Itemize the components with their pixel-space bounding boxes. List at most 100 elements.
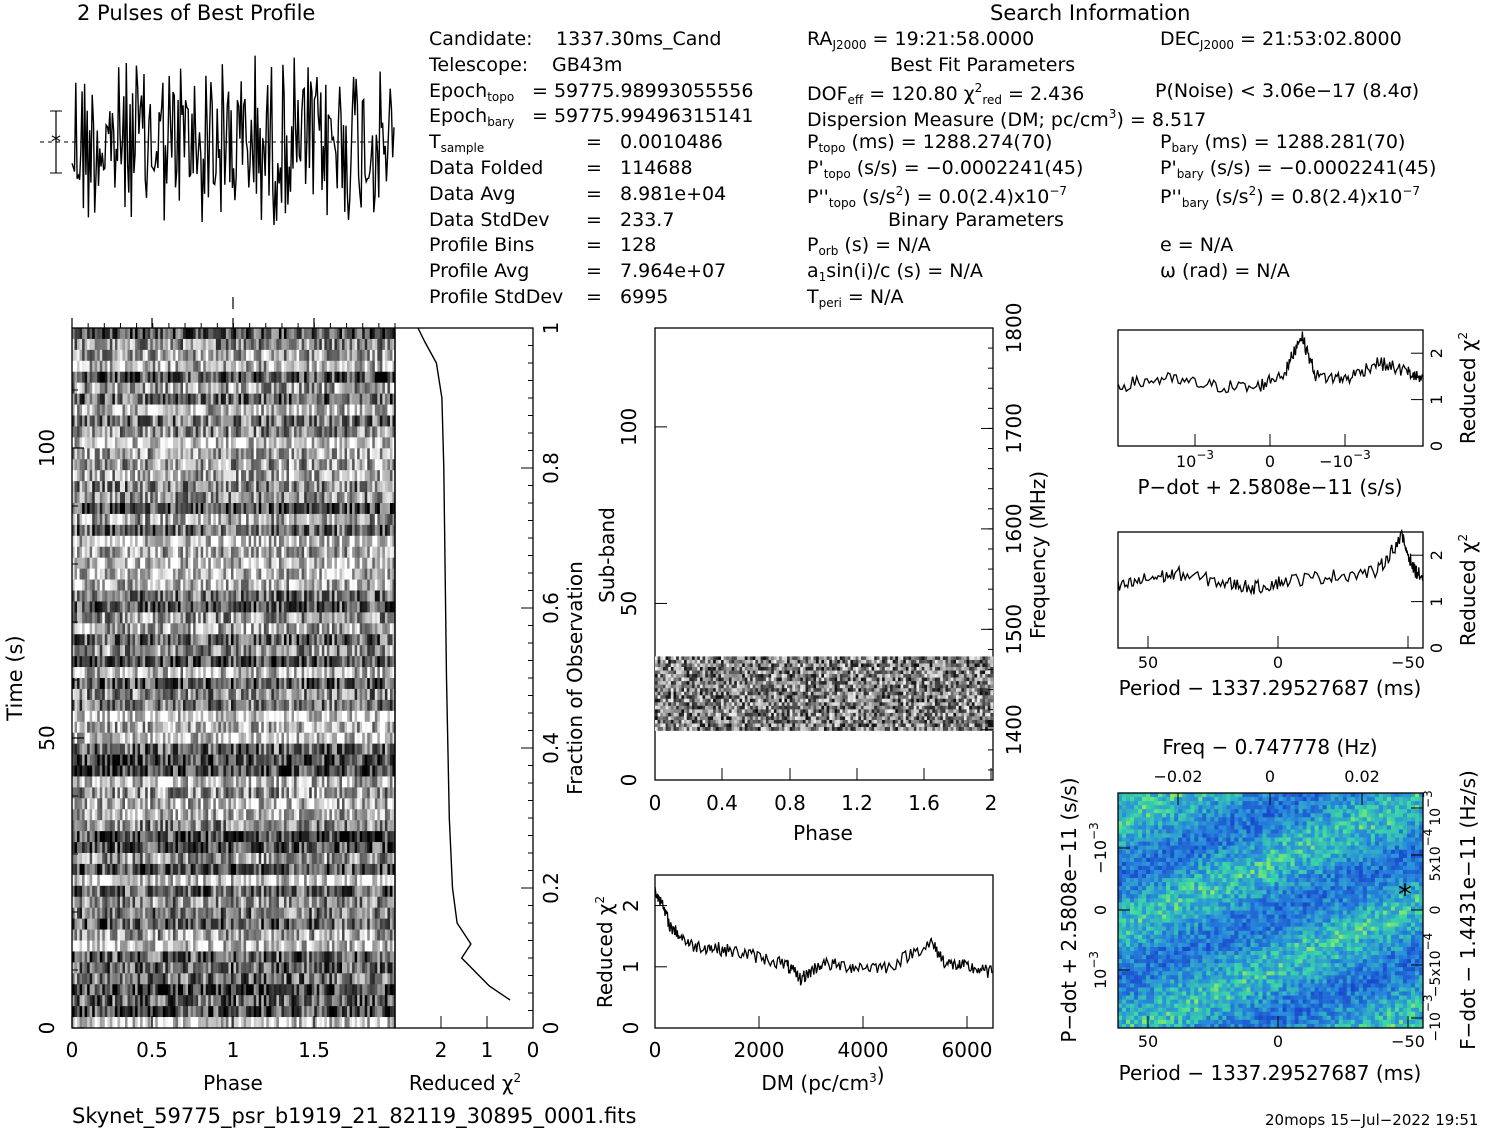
time-phase-cell xyxy=(392,667,396,679)
time-phase-cell xyxy=(389,721,393,733)
time-phase-cell xyxy=(200,656,204,668)
time-phase-cell xyxy=(289,612,292,624)
time-phase-cell xyxy=(142,612,146,624)
time-phase-cell xyxy=(177,710,181,723)
time-phase-cell xyxy=(236,732,239,744)
time-phase-cell xyxy=(357,481,360,493)
time-phase-cell xyxy=(147,503,151,515)
time-phase-cell xyxy=(289,470,292,482)
time-phase-cell xyxy=(309,743,313,755)
time-phase-cell xyxy=(379,524,383,537)
time-phase-cell xyxy=(304,503,307,515)
time-phase-cell xyxy=(150,721,154,733)
time-phase-cell xyxy=(165,623,169,635)
time-phase-cell xyxy=(256,623,260,635)
time-phase-cell xyxy=(104,437,108,449)
time-phase-cell xyxy=(263,481,267,493)
time-phase-cell xyxy=(304,328,307,340)
time-phase-cell xyxy=(273,699,277,712)
time-phase-cell xyxy=(213,492,217,504)
time-phase-cell xyxy=(165,612,169,624)
time-phase-cell xyxy=(319,743,323,755)
time-phase-cell xyxy=(140,470,143,482)
time-phase-cell xyxy=(87,743,90,755)
time-phase-cell xyxy=(384,393,388,405)
time-phase-cell xyxy=(213,371,217,383)
time-phase-cell xyxy=(112,557,116,569)
time-phase-cell xyxy=(319,535,323,548)
time-phase-cell xyxy=(84,612,88,624)
time-phase-cell xyxy=(271,601,275,613)
time-phase-cell xyxy=(198,503,201,515)
time-phase-cell xyxy=(377,678,381,690)
time-phase-cell xyxy=(183,513,186,526)
time-phase-cell xyxy=(248,710,252,723)
time-phase-cell xyxy=(228,721,232,733)
time-phase-cell xyxy=(152,349,156,362)
time-phase-cell xyxy=(314,645,318,657)
time-phase-cell xyxy=(236,710,239,723)
time-phase-cell xyxy=(119,459,123,471)
time-phase-cell xyxy=(130,492,133,504)
time-phase-cell xyxy=(170,743,174,755)
time-phase-cell xyxy=(170,360,174,373)
time-phase-cell xyxy=(389,568,393,580)
time-phase-cell xyxy=(241,678,244,690)
time-phase-cell xyxy=(124,426,128,438)
time-phase-cell xyxy=(389,492,393,504)
time-phase-cell xyxy=(296,732,300,744)
time-phase-cell xyxy=(172,590,176,602)
time-phase-cell xyxy=(238,688,242,701)
time-phase-cell xyxy=(152,481,156,493)
time-phase-cell xyxy=(256,535,260,548)
time-phase-cell xyxy=(374,710,378,723)
time-phase-cell xyxy=(172,524,176,537)
time-phase-cell xyxy=(114,481,118,493)
time-phase-cell xyxy=(180,513,184,526)
time-phase-cell xyxy=(79,656,83,668)
time-phase-cell xyxy=(167,404,171,416)
time-phase-cell xyxy=(369,546,373,558)
time-phase-cell xyxy=(382,349,386,362)
time-phase-cell xyxy=(336,612,340,624)
time-phase-cell xyxy=(389,535,393,548)
time-phase-cell xyxy=(72,371,75,383)
time-phase-cell xyxy=(193,732,196,744)
time-phase-cell xyxy=(392,546,396,558)
time-phase-cell xyxy=(225,656,229,668)
time-phase-cell xyxy=(258,393,262,405)
time-phase-cell xyxy=(233,557,237,569)
time-phase-cell xyxy=(342,371,345,383)
time-phase-cell xyxy=(392,612,396,624)
time-phase-cell xyxy=(79,688,83,701)
time-phase-cell xyxy=(102,721,106,733)
time-phase-cell xyxy=(384,459,388,471)
time-phase-cell xyxy=(170,404,174,416)
time-phase-cell xyxy=(107,349,111,362)
time-phase-cell xyxy=(172,393,176,405)
time-phase-cell xyxy=(203,371,207,383)
time-phase-cell xyxy=(276,470,280,482)
time-phase-cell xyxy=(218,513,222,526)
time-phase-cell xyxy=(316,656,320,668)
time-phase-cell xyxy=(92,503,96,515)
time-phase-cell xyxy=(152,338,156,351)
time-phase-cell xyxy=(324,382,328,394)
time-phase-cell xyxy=(258,645,262,657)
time-phase-cell xyxy=(220,481,224,493)
time-phase-cell xyxy=(296,382,300,394)
time-phase-cell xyxy=(349,678,353,690)
time-phase-cell xyxy=(145,448,148,460)
time-phase-cell xyxy=(162,338,166,351)
time-phase-cell xyxy=(89,382,93,394)
time-phase-cell xyxy=(82,437,85,449)
time-phase-cell xyxy=(258,338,262,351)
time-phase-cell xyxy=(74,503,78,515)
time-phase-cell xyxy=(94,743,98,755)
time-phase-cell xyxy=(124,721,128,733)
time-phase-cell xyxy=(180,546,184,558)
time-phase-cell xyxy=(87,732,90,744)
time-phase-cell xyxy=(374,492,378,504)
time-phase-cell xyxy=(107,612,111,624)
time-phase-cell xyxy=(374,470,378,482)
